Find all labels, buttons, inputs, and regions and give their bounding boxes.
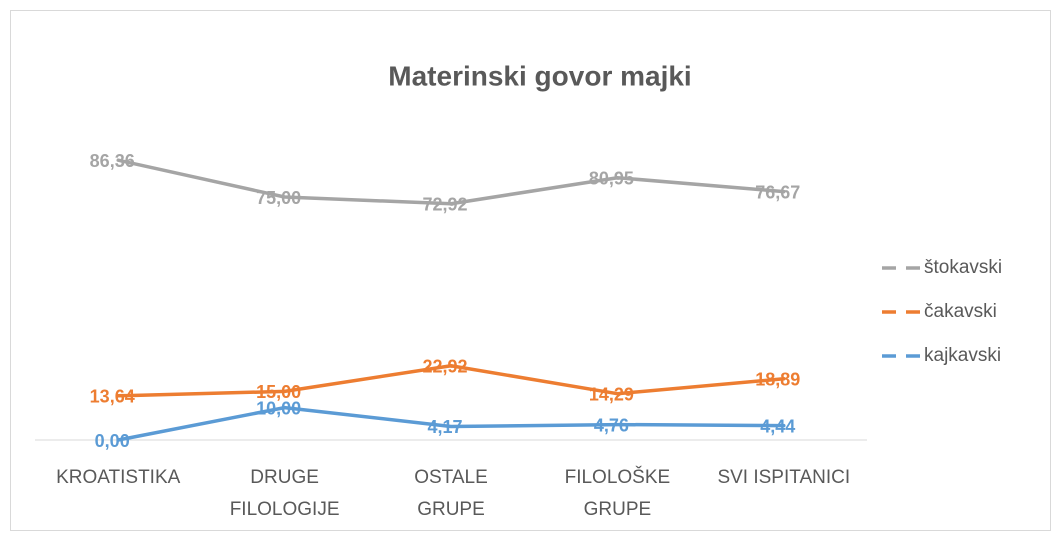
data-label: 86,36 (90, 151, 135, 171)
data-label: 10,00 (256, 398, 301, 418)
data-label: 4,44 (760, 416, 795, 436)
data-label: 4,76 (594, 415, 629, 435)
x-tick-label: DRUGE FILOLOGIJE (230, 467, 340, 520)
data-label: 4,17 (427, 417, 462, 437)
chart-title: Materinski govor majki (388, 60, 691, 91)
legend-label: čakavski (924, 301, 997, 322)
data-label: 14,29 (589, 384, 634, 404)
x-tick-label: SVI ISPITANICI (717, 467, 850, 488)
data-label: 0,00 (95, 431, 130, 451)
series-line (116, 158, 786, 206)
legend-label: kajkavski (924, 345, 1001, 366)
data-label: 13,64 (90, 387, 135, 407)
data-label: 22,92 (422, 356, 467, 376)
x-tick-label: OSTALE GRUPE (414, 467, 488, 520)
series-line (116, 405, 786, 442)
data-label: 15,00 (256, 382, 301, 402)
data-label: 72,92 (422, 194, 467, 214)
data-label: 76,67 (755, 182, 800, 202)
data-label: 75,00 (256, 188, 301, 208)
data-label: 18,89 (755, 370, 800, 390)
chart-border (10, 10, 1051, 531)
legend-label: štokavski (924, 257, 1002, 278)
x-tick-label: FILOLOŠKE GRUPE (565, 466, 671, 520)
data-label: 80,95 (589, 168, 634, 188)
x-tick-label: KROATISTIKA (56, 467, 181, 488)
series-line (116, 363, 786, 398)
